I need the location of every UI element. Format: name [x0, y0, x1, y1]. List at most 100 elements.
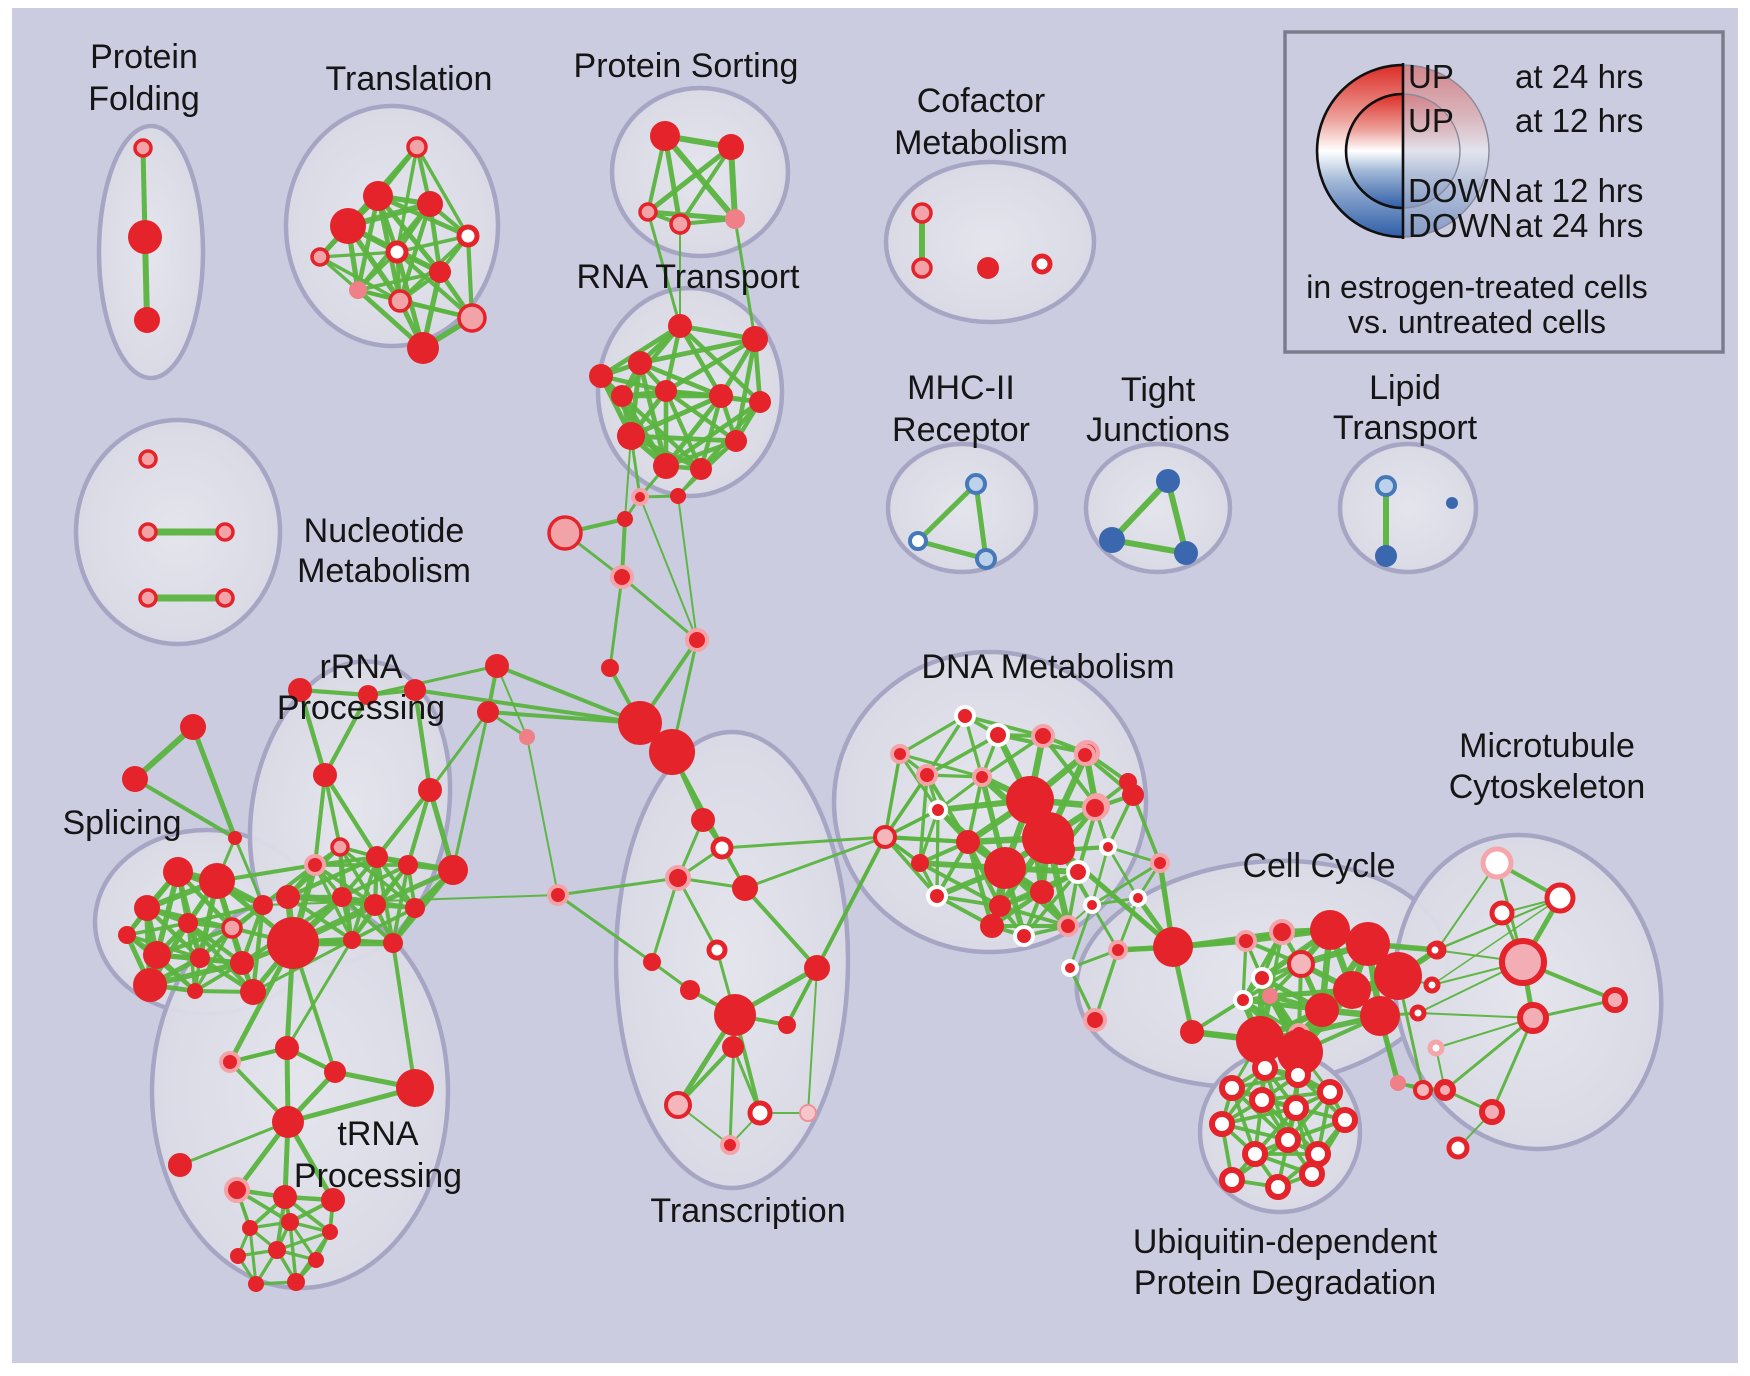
node	[601, 659, 619, 677]
link-edge	[233, 836, 265, 907]
cluster-ellipse-tx	[613, 729, 851, 1191]
edge	[628, 393, 724, 439]
edge	[178, 1120, 290, 1167]
cluster-label-ub: Protein Degradation	[1134, 1264, 1436, 1302]
node	[253, 895, 273, 915]
node	[240, 979, 266, 1005]
node	[547, 884, 569, 906]
node	[690, 458, 712, 480]
node	[1305, 993, 1339, 1027]
node	[221, 917, 243, 939]
node	[304, 854, 326, 876]
cluster-label-cc: Cell Cycle	[1242, 847, 1395, 885]
edge	[275, 1230, 332, 1252]
node	[975, 548, 997, 570]
node	[180, 714, 206, 740]
node	[272, 1106, 304, 1138]
node	[1061, 959, 1079, 977]
link-edge	[556, 893, 654, 964]
node	[190, 948, 210, 968]
edge	[918, 861, 1002, 908]
node	[248, 1276, 264, 1292]
node	[405, 898, 425, 918]
node	[714, 994, 756, 1036]
legend-outer-arc-left	[1315, 63, 1404, 239]
node	[1219, 1075, 1245, 1101]
node	[1066, 860, 1090, 884]
node	[275, 1036, 299, 1060]
node	[1031, 724, 1055, 748]
node	[332, 887, 352, 907]
edge	[496, 665, 528, 738]
edge	[935, 808, 940, 898]
node	[1108, 940, 1128, 960]
node	[1083, 896, 1101, 914]
node	[1275, 1127, 1301, 1153]
node	[1285, 1062, 1311, 1088]
node	[168, 1153, 192, 1177]
node	[1129, 889, 1147, 907]
node	[668, 314, 692, 338]
node	[242, 1220, 258, 1236]
node	[398, 855, 418, 875]
legend-box	[1283, 30, 1725, 354]
node	[1480, 846, 1514, 880]
node	[1236, 1016, 1284, 1064]
node	[1479, 1099, 1505, 1125]
edge	[620, 575, 699, 642]
node	[1262, 988, 1278, 1004]
node	[388, 289, 412, 313]
legend-row-down12-state: DOWN	[1408, 172, 1512, 209]
edge	[412, 687, 433, 793]
edge	[318, 255, 402, 303]
edge	[678, 145, 733, 226]
node	[1150, 853, 1170, 873]
node	[1305, 1141, 1331, 1167]
node	[406, 136, 428, 158]
edge	[190, 724, 238, 841]
edge	[285, 894, 378, 908]
node	[349, 281, 367, 299]
node	[273, 1185, 297, 1209]
node	[610, 565, 634, 589]
edge	[355, 193, 381, 293]
node	[178, 913, 198, 933]
edge	[698, 393, 724, 472]
node	[1180, 1020, 1204, 1044]
node	[725, 209, 745, 229]
node	[1317, 1079, 1343, 1105]
node	[725, 430, 747, 452]
node	[219, 1051, 241, 1073]
edge	[318, 250, 399, 259]
node	[628, 351, 652, 375]
legend-row-up12-time: at 12 hrs	[1515, 102, 1643, 139]
node	[322, 1224, 338, 1240]
edge	[312, 772, 328, 868]
node	[215, 522, 235, 542]
node	[1082, 795, 1108, 821]
node	[720, 1135, 740, 1155]
cluster-label-mt: Microtubule	[1459, 727, 1635, 765]
cluster-ellipse-tl	[283, 103, 501, 349]
network-layer: Protein Folding Translation Protein Sorting…	[62, 38, 1664, 1302]
node	[1153, 927, 1193, 967]
node	[268, 1241, 286, 1259]
node	[928, 800, 948, 820]
node	[926, 885, 948, 907]
node	[321, 1188, 345, 1212]
node	[650, 121, 680, 151]
node	[749, 391, 771, 413]
node	[287, 1273, 305, 1291]
cluster-label-lt: Transport	[1333, 409, 1478, 447]
edge	[677, 495, 698, 641]
link-edge	[451, 710, 490, 872]
link-edge	[720, 835, 887, 850]
edge	[980, 734, 1045, 779]
node	[404, 679, 426, 701]
node	[778, 1016, 796, 1034]
node	[911, 257, 933, 279]
link-edge	[428, 710, 490, 792]
node	[385, 240, 409, 264]
cluster-label-nm: Metabolism	[297, 552, 471, 590]
node	[1390, 1075, 1406, 1091]
